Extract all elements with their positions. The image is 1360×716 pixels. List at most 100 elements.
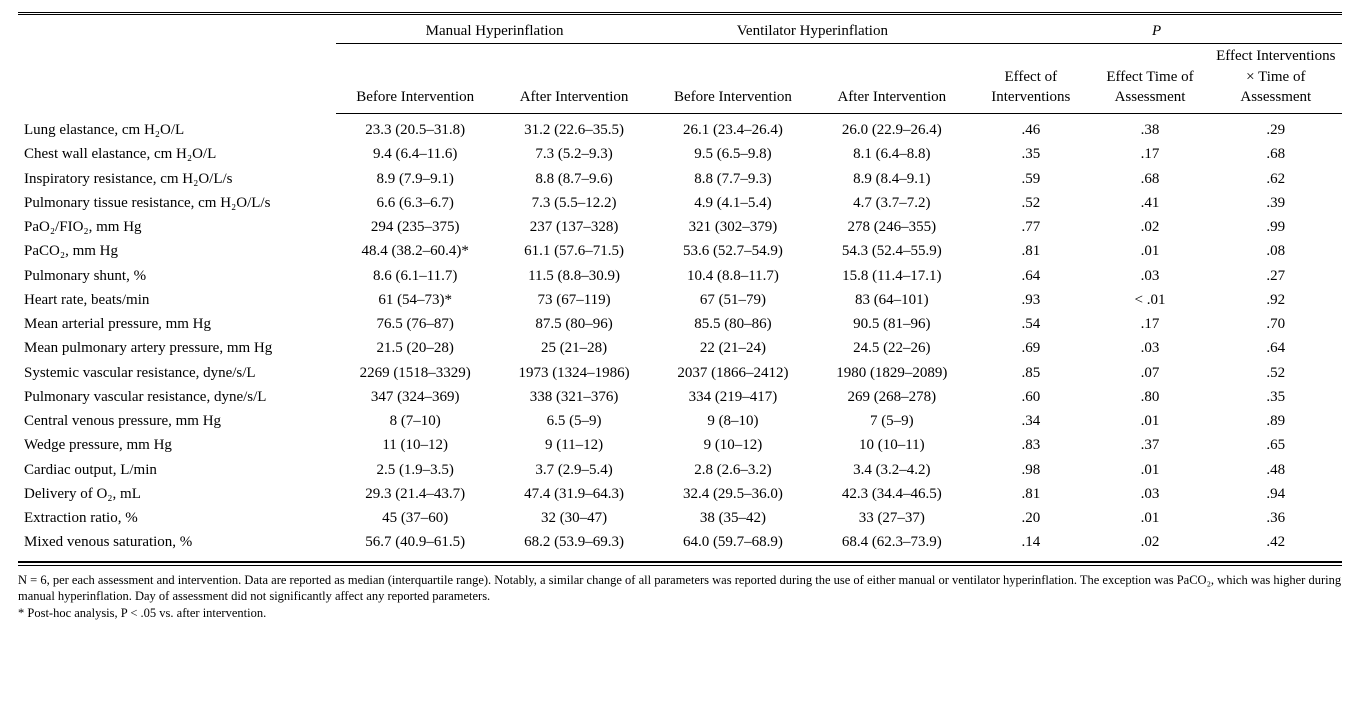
table-row: Extraction ratio, %45 (37–60)32 (30–47)3… <box>18 506 1342 530</box>
cell-vent-after: 90.5 (81–96) <box>812 312 971 336</box>
cell-manual-after: 31.2 (22.6–35.5) <box>495 114 654 143</box>
cell-p-interaction: .89 <box>1210 409 1342 433</box>
col-manual-after: After Intervention <box>495 44 654 114</box>
cell-p-interventions: .69 <box>971 336 1090 360</box>
cell-p-time: .02 <box>1090 215 1209 239</box>
cell-vent-before: 8.8 (7.7–9.3) <box>654 167 813 191</box>
cell-p-interventions: .59 <box>971 167 1090 191</box>
row-label: Chest wall elastance, cm H₂O/L <box>18 142 336 166</box>
cell-vent-before: 38 (35–42) <box>654 506 813 530</box>
row-label: Mixed venous saturation, % <box>18 530 336 560</box>
col-group-manual: Manual Hyperinflation <box>336 15 654 44</box>
cell-manual-after: 237 (137–328) <box>495 215 654 239</box>
row-label: Cardiac output, L/min <box>18 458 336 482</box>
cell-vent-after: 3.4 (3.2–4.2) <box>812 458 971 482</box>
cell-manual-before: 29.3 (21.4–43.7) <box>336 482 495 506</box>
cell-p-interaction: .92 <box>1210 288 1342 312</box>
row-label: PaO₂/FIO₂, mm Hg <box>18 215 336 239</box>
cell-vent-after: 10 (10–11) <box>812 433 971 457</box>
cell-manual-before: 8.9 (7.9–9.1) <box>336 167 495 191</box>
cell-p-time: .01 <box>1090 239 1209 263</box>
cell-vent-before: 32.4 (29.5–36.0) <box>654 482 813 506</box>
table-row: Mixed venous saturation, %56.7 (40.9–61.… <box>18 530 1342 560</box>
cell-vent-before: 10.4 (8.8–11.7) <box>654 264 813 288</box>
cell-p-interaction: .64 <box>1210 336 1342 360</box>
col-group-ventilator: Ventilator Hyperinflation <box>654 15 972 44</box>
cell-vent-before: 9.5 (6.5–9.8) <box>654 142 813 166</box>
col-vent-after: After Intervention <box>812 44 971 114</box>
row-label: Inspiratory resistance, cm H₂O/L/s <box>18 167 336 191</box>
data-table: Manual Hyperinflation Ventilator Hyperin… <box>18 15 1342 561</box>
cell-p-time: .01 <box>1090 458 1209 482</box>
table-row: Lung elastance, cm H₂O/L23.3 (20.5–31.8)… <box>18 114 1342 143</box>
cell-vent-before: 64.0 (59.7–68.9) <box>654 530 813 560</box>
footnote-main: N = 6, per each assessment and intervent… <box>18 572 1342 606</box>
cell-manual-after: 7.3 (5.2–9.3) <box>495 142 654 166</box>
cell-manual-after: 61.1 (57.6–71.5) <box>495 239 654 263</box>
cell-vent-after: 8.9 (8.4–9.1) <box>812 167 971 191</box>
data-table-wrapper: Manual Hyperinflation Ventilator Hyperin… <box>18 12 1342 563</box>
cell-manual-after: 25 (21–28) <box>495 336 654 360</box>
table-row: Inspiratory resistance, cm H₂O/L/s8.9 (7… <box>18 167 1342 191</box>
cell-manual-after: 3.7 (2.9–5.4) <box>495 458 654 482</box>
cell-p-interventions: .52 <box>971 191 1090 215</box>
cell-vent-after: 54.3 (52.4–55.9) <box>812 239 971 263</box>
cell-manual-after: 6.5 (5–9) <box>495 409 654 433</box>
cell-manual-before: 8 (7–10) <box>336 409 495 433</box>
cell-manual-before: 76.5 (76–87) <box>336 312 495 336</box>
row-label: Systemic vascular resistance, dyne/s/L <box>18 361 336 385</box>
cell-vent-after: 7 (5–9) <box>812 409 971 433</box>
table-body: Lung elastance, cm H₂O/L23.3 (20.5–31.8)… <box>18 114 1342 561</box>
cell-manual-before: 11 (10–12) <box>336 433 495 457</box>
row-label: Lung elastance, cm H₂O/L <box>18 114 336 143</box>
cell-p-time: .03 <box>1090 264 1209 288</box>
cell-vent-before: 2.8 (2.6–3.2) <box>654 458 813 482</box>
cell-vent-before: 321 (302–379) <box>654 215 813 239</box>
cell-p-interaction: .94 <box>1210 482 1342 506</box>
cell-manual-before: 347 (324–369) <box>336 385 495 409</box>
table-row: Wedge pressure, mm Hg11 (10–12)9 (11–12)… <box>18 433 1342 457</box>
cell-p-time: .02 <box>1090 530 1209 560</box>
p-italic: P <box>1152 23 1161 39</box>
row-label: Central venous pressure, mm Hg <box>18 409 336 433</box>
cell-manual-before: 2.5 (1.9–3.5) <box>336 458 495 482</box>
cell-p-interventions: .35 <box>971 142 1090 166</box>
cell-manual-after: 32 (30–47) <box>495 506 654 530</box>
cell-p-interventions: .93 <box>971 288 1090 312</box>
row-label: Pulmonary vascular resistance, dyne/s/L <box>18 385 336 409</box>
col-p-time: Effect Time of Assessment <box>1090 44 1209 114</box>
cell-p-interaction: .65 <box>1210 433 1342 457</box>
cell-p-time: .01 <box>1090 409 1209 433</box>
cell-manual-before: 56.7 (40.9–61.5) <box>336 530 495 560</box>
table-row: Cardiac output, L/min2.5 (1.9–3.5)3.7 (2… <box>18 458 1342 482</box>
cell-p-interaction: .29 <box>1210 114 1342 143</box>
cell-p-interventions: .20 <box>971 506 1090 530</box>
row-label: PaCO₂, mm Hg <box>18 239 336 263</box>
col-p-interaction: Effect Interventions × Time of Assessmen… <box>1210 44 1342 114</box>
cell-p-interventions: .34 <box>971 409 1090 433</box>
cell-manual-after: 73 (67–119) <box>495 288 654 312</box>
col-p-interventions: Effect of Interventions <box>971 44 1090 114</box>
table-row: Delivery of O₂, mL29.3 (21.4–43.7)47.4 (… <box>18 482 1342 506</box>
cell-manual-after: 7.3 (5.5–12.2) <box>495 191 654 215</box>
cell-vent-after: 1980 (1829–2089) <box>812 361 971 385</box>
cell-vent-after: 15.8 (11.4–17.1) <box>812 264 971 288</box>
cell-p-interaction: .36 <box>1210 506 1342 530</box>
footnotes: N = 6, per each assessment and intervent… <box>18 565 1342 633</box>
cell-vent-after: 4.7 (3.7–7.2) <box>812 191 971 215</box>
cell-manual-after: 9 (11–12) <box>495 433 654 457</box>
table-row: Pulmonary vascular resistance, dyne/s/L3… <box>18 385 1342 409</box>
row-label: Wedge pressure, mm Hg <box>18 433 336 457</box>
cell-p-interaction: .62 <box>1210 167 1342 191</box>
cell-p-interventions: .64 <box>971 264 1090 288</box>
cell-manual-after: 68.2 (53.9–69.3) <box>495 530 654 560</box>
cell-p-time: .37 <box>1090 433 1209 457</box>
cell-p-time: .68 <box>1090 167 1209 191</box>
cell-p-interaction: .99 <box>1210 215 1342 239</box>
col-manual-before: Before Intervention <box>336 44 495 114</box>
cell-manual-after: 8.8 (8.7–9.6) <box>495 167 654 191</box>
table-row: Pulmonary shunt, %8.6 (6.1–11.7)11.5 (8.… <box>18 264 1342 288</box>
cell-vent-before: 9 (10–12) <box>654 433 813 457</box>
table-row: Chest wall elastance, cm H₂O/L9.4 (6.4–1… <box>18 142 1342 166</box>
cell-manual-after: 87.5 (80–96) <box>495 312 654 336</box>
